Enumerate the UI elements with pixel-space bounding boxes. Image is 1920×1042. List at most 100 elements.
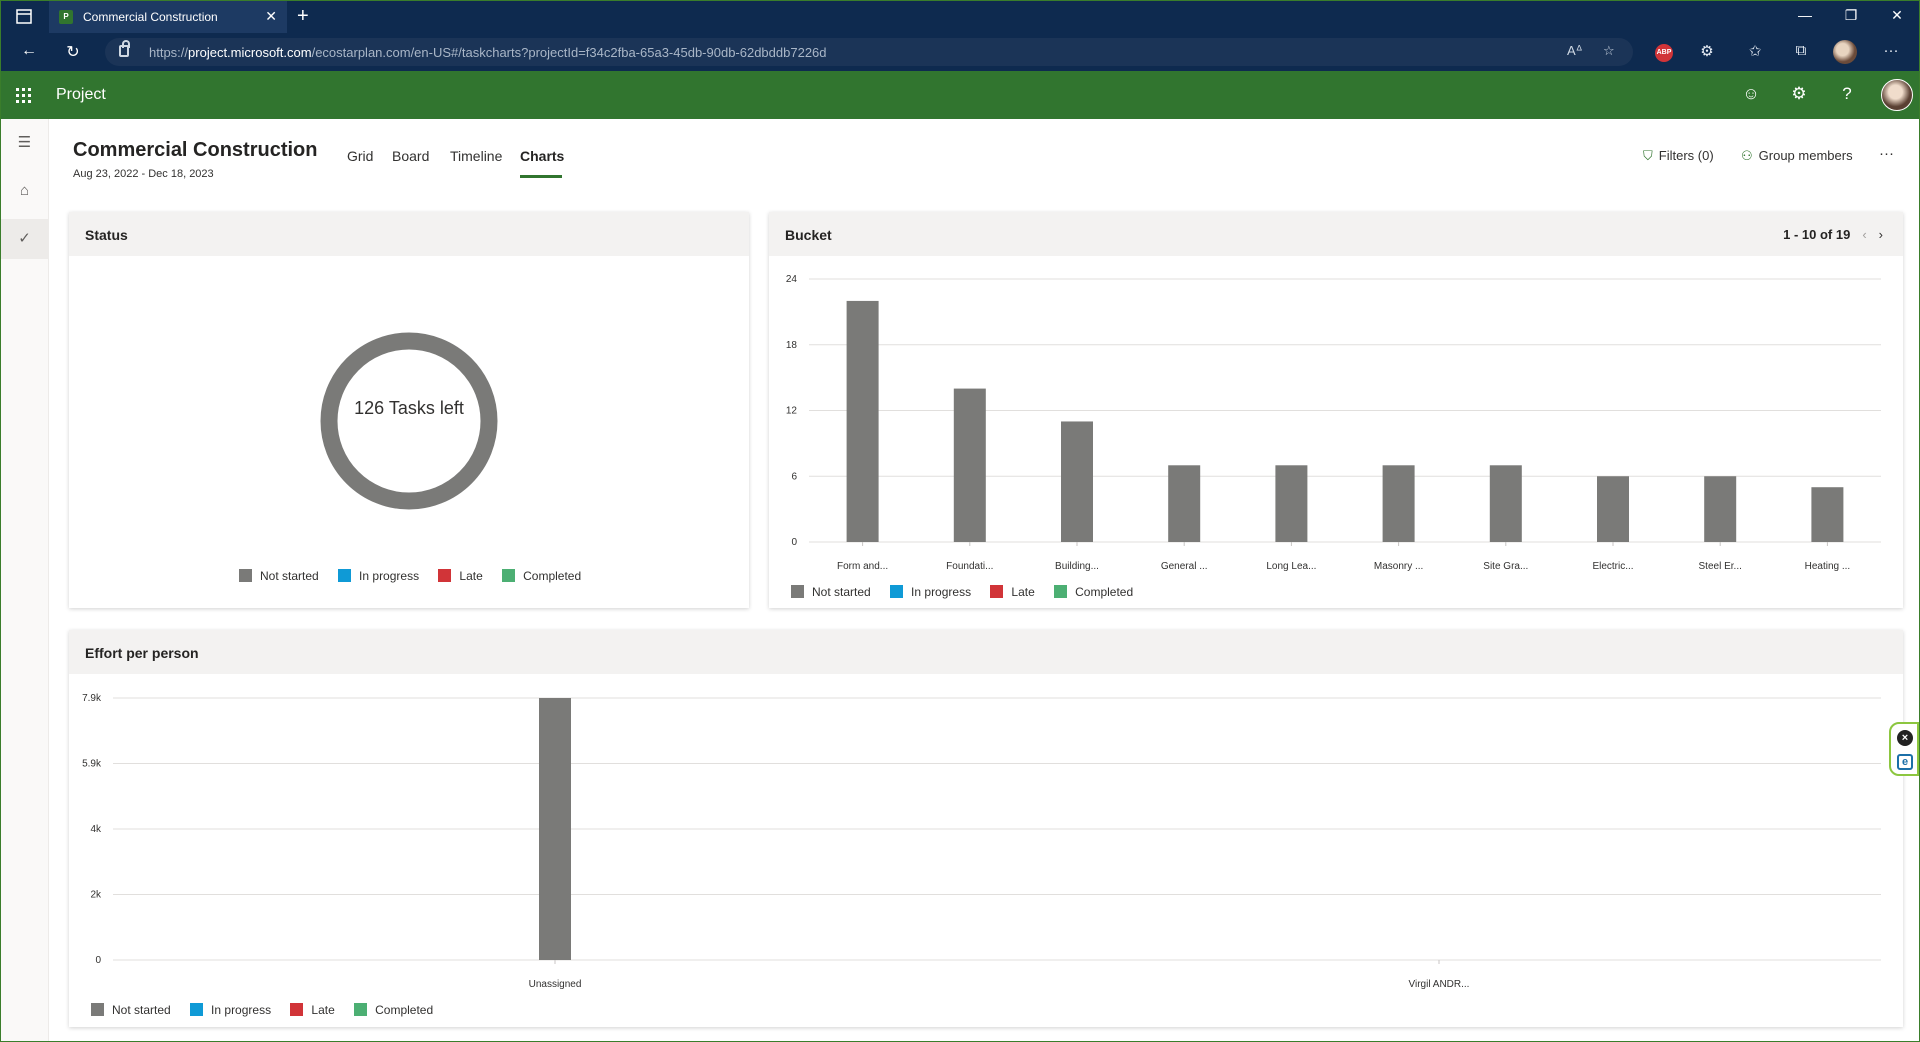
legend-in-progress[interactable]: In progress [890, 585, 971, 599]
settings-gear-icon[interactable]: ⚙ [1791, 84, 1807, 103]
feedback-smiley-icon[interactable]: ☺ [1742, 84, 1760, 103]
tab-timeline[interactable]: Timeline [450, 148, 503, 164]
filters-button[interactable]: ⛉ Filters (0) [1643, 148, 1714, 163]
active-tab-indicator [520, 175, 562, 178]
y-tick-label: 2k [90, 890, 102, 901]
new-tab-icon[interactable]: + [297, 5, 309, 27]
home-icon[interactable]: ⌂ [19, 182, 30, 199]
y-tick-label: 5.9k [82, 759, 102, 770]
x-tick-label: Masonry ... [1374, 561, 1423, 572]
legend-completed[interactable]: Completed [354, 1003, 433, 1017]
bar[interactable] [953, 388, 986, 542]
bar[interactable] [1382, 465, 1415, 542]
y-tick-label: 18 [786, 340, 798, 351]
legend-not-started[interactable]: Not started [239, 569, 319, 583]
project-dates: Aug 23, 2022 - Dec 18, 2023 [73, 168, 214, 180]
bar[interactable] [1489, 465, 1522, 542]
x-tick-label: Virgil ANDR... [1409, 979, 1470, 990]
lock-icon [119, 40, 130, 57]
legend-late[interactable]: Late [290, 1003, 335, 1017]
y-tick-label: 6 [791, 471, 797, 482]
bar[interactable] [1811, 487, 1844, 542]
close-circle-icon[interactable]: × [1897, 730, 1913, 746]
extensions-icon[interactable]: ⚙ [1700, 43, 1714, 60]
bar[interactable] [539, 698, 571, 960]
browser-tab-title: Commercial Construction [83, 10, 218, 24]
y-tick-label: 0 [791, 537, 797, 548]
bar[interactable] [1168, 465, 1201, 542]
add-favorite-icon[interactable]: ☆ [1603, 43, 1615, 58]
bar[interactable] [1061, 421, 1093, 542]
filter-icon: ⛉ [1643, 148, 1653, 163]
legend-late[interactable]: Late [438, 569, 483, 583]
minimize-icon[interactable]: — [1798, 7, 1812, 23]
browser-tab[interactable]: P Commercial Construction ✕ [49, 1, 287, 33]
pager-prev-icon[interactable]: ‹ [1862, 227, 1867, 242]
browser-tab-bar: P Commercial Construction ✕ + — ❐ ✕ [1, 1, 1919, 33]
x-tick-label: Form and... [837, 561, 888, 572]
close-window-icon[interactable]: ✕ [1891, 7, 1903, 23]
y-tick-label: 24 [786, 274, 798, 285]
legend-late[interactable]: Late [990, 585, 1035, 599]
more-options-icon[interactable]: ··· [1879, 145, 1894, 162]
tab-actions-icon[interactable] [11, 7, 39, 27]
hamburger-menu-icon[interactable]: ☰ [17, 134, 32, 151]
refresh-icon[interactable]: ↻ [66, 44, 80, 61]
floating-side-widget: × e [1889, 722, 1919, 776]
tab-charts[interactable]: Charts [520, 148, 565, 164]
effort-legend: Not started In progress Late Completed [91, 1003, 449, 1017]
close-tab-icon[interactable]: ✕ [265, 8, 277, 24]
legend-in-progress[interactable]: In progress [338, 569, 419, 583]
favorites-icon[interactable]: ✩ [1748, 43, 1762, 60]
left-nav-rail: ☰ ⌂ ✓ [1, 119, 49, 1041]
project-title: Commercial Construction [73, 139, 318, 161]
bar[interactable] [1704, 476, 1737, 542]
x-tick-label: Long Lea... [1266, 561, 1316, 572]
bar[interactable] [846, 300, 879, 542]
edge-extension-icon[interactable]: e [1897, 754, 1913, 770]
adblock-extension-icon[interactable]: ABP [1655, 44, 1673, 62]
legend-completed[interactable]: Completed [1054, 585, 1133, 599]
tasks-left-label: 126 Tasks left [354, 398, 464, 418]
bucket-bar-chart: 0 6 12 18 24 Form and... Foundati... Building..… [786, 274, 1881, 572]
collections-icon[interactable]: ⧉ [1795, 42, 1807, 59]
back-icon[interactable]: ← [21, 42, 37, 59]
y-tick-label: 4k [90, 824, 102, 835]
status-card: Status 126 Tasks left Not started In pro… [69, 212, 749, 608]
app-launcher-icon[interactable] [16, 88, 32, 104]
app-name[interactable]: Project [56, 86, 106, 103]
tab-board[interactable]: Board [392, 148, 430, 164]
y-tick-label: 0 [95, 955, 101, 966]
group-members-button[interactable]: ⚇ Group members [1741, 148, 1853, 163]
browser-profile-avatar[interactable] [1833, 40, 1857, 64]
tab-grid[interactable]: Grid [347, 148, 374, 164]
bar[interactable] [1275, 465, 1308, 542]
legend-completed[interactable]: Completed [502, 569, 581, 583]
y-tick-label: 7.9k [82, 693, 102, 704]
url-text: https://project.microsoft.com/ecostarpla… [149, 45, 827, 60]
status-card-title: Status [85, 227, 128, 243]
browser-menu-icon[interactable]: ··· [1883, 42, 1899, 59]
bar[interactable] [1597, 476, 1629, 542]
project-favicon-icon: P [59, 10, 73, 24]
x-tick-label: General ... [1161, 561, 1208, 572]
read-aloud-icon[interactable]: Aᐞ [1567, 43, 1583, 58]
user-avatar[interactable] [1881, 79, 1913, 111]
help-icon[interactable]: ? [1842, 84, 1852, 103]
status-legend: Not started In progress Late Completed [239, 569, 597, 583]
donut-slice-not-started[interactable] [320, 332, 498, 510]
legend-in-progress[interactable]: In progress [190, 1003, 271, 1017]
url-input[interactable]: https://project.microsoft.com/ecostarpla… [105, 38, 1633, 66]
x-tick-label: Unassigned [529, 979, 582, 990]
pager-next-icon[interactable]: › [1878, 227, 1883, 242]
legend-not-started[interactable]: Not started [791, 585, 871, 599]
x-tick-label: Electric... [1592, 561, 1633, 572]
bucket-card-title: Bucket [785, 227, 832, 243]
tasks-check-icon[interactable]: ✓ [1, 219, 48, 259]
restore-icon[interactable]: ❐ [1844, 7, 1858, 23]
x-tick-label: Site Gra... [1483, 561, 1528, 572]
legend-not-started[interactable]: Not started [91, 1003, 171, 1017]
bucket-legend: Not started In progress Late Completed [791, 585, 1149, 599]
effort-card: Effort per person 0 2k 4k 5.9k 7.9k Unassigne… [69, 630, 1903, 1027]
